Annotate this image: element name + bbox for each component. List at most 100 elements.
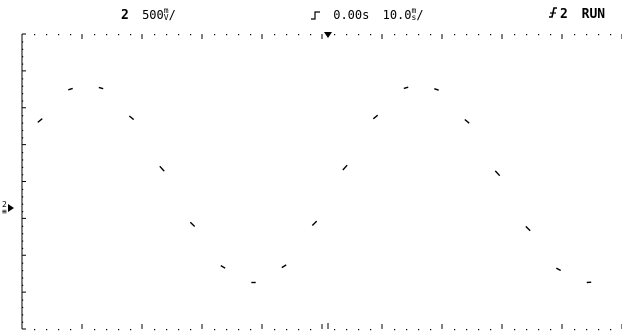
channel-number: 2 [121,8,129,23]
top-minor-tick [610,34,612,36]
left-minor-tick [22,41,24,43]
trace-sample [342,164,348,171]
left-minor-tick [22,203,24,205]
trace-sample [159,165,165,172]
top-minor-tick [334,34,336,36]
waveform-trace [37,86,592,284]
status-bar: 2 500 m V/ 0.00s 10.0 m s/ 2 RUN [0,0,622,28]
top-minor-tick [214,34,216,36]
left-minor-tick [22,299,24,301]
left-minor-tick [22,314,24,316]
bottom-minor-tick [586,329,588,331]
top-minor-tick [34,34,36,36]
trace-sample [37,118,43,123]
timebase-readout[interactable]: 0.00s 10.0 m s / [311,7,424,23]
left-minor-tick [22,93,24,95]
bottom-minor-tick [190,329,192,331]
bottom-minor-tick [286,329,288,331]
trigger-slope-icon [548,7,558,22]
bottom-minor-tick [346,329,348,331]
bottom-minor-tick [214,329,216,331]
top-minor-tick [490,34,492,36]
top-minor-tick [418,34,420,36]
left-minor-tick [22,240,24,242]
bottom-minor-tick [598,329,600,331]
left-minor-tick [22,306,24,309]
top-minor-tick [406,34,408,36]
bottom-minor-tick [58,329,60,331]
trigger-edge-rising-icon [311,10,320,24]
top-minor-tick [394,34,396,36]
waveform-display[interactable]: 2 ≡ [0,28,622,335]
bottom-minor-tick [106,329,108,331]
channel-scale-readout[interactable]: 2 500 m V / [121,7,176,23]
bottom-minor-tick [490,329,492,331]
bottom-minor-tick [226,329,228,331]
bottom-minor-tick [418,329,420,331]
trace-sample [555,267,562,272]
trigger-source: 2 [560,7,568,22]
acquisition-state: RUN [581,7,606,22]
channel-scale-value: 500 [142,8,164,22]
bottom-minor-tick [166,329,168,331]
trace-sample [434,88,439,91]
top-minor-tick [58,34,60,36]
top-minor-tick [118,34,120,36]
bottom-minor-tick [274,329,276,331]
bottom-minor-tick [310,329,312,331]
bottom-minor-tick [514,329,516,331]
top-minor-tick [550,34,552,36]
bottom-minor-tick [70,329,72,331]
trace-sample [311,220,318,226]
bottom-minor-tick [46,329,48,331]
trace-sample [525,225,531,232]
bottom-minor-tick [178,329,180,331]
top-minor-tick [370,34,372,36]
bottom-minor-tick [154,329,156,331]
left-minor-tick [22,100,24,102]
bottom-minor-tick [478,329,480,331]
left-minor-tick [22,159,24,161]
top-minor-tick [598,34,600,36]
top-minor-tick [286,34,288,36]
ground-symbol: ≡ [2,207,7,216]
bottom-minor-tick [34,329,36,331]
trace-sample [128,115,135,121]
top-minor-tick [238,34,240,36]
left-minor-tick [22,225,24,227]
bottom-minor-tick [538,329,540,331]
bottom-minor-tick [466,329,468,331]
top-minor-tick [310,34,312,36]
top-minor-tick [466,34,468,36]
bottom-minor-tick [406,329,408,331]
trace-sample [189,221,196,228]
left-minor-tick [22,262,24,264]
left-minor-tick [22,152,24,154]
run-status[interactable]: 2 RUN [548,7,605,22]
bottom-minor-tick [526,329,528,331]
bottom-minor-tick [454,329,456,331]
bottom-minor-tick [610,329,612,331]
bottom-minor-tick [574,329,576,331]
channel-ground-marker[interactable]: 2 ≡ [2,200,14,216]
top-minor-tick [178,34,180,36]
top-minor-tick [70,34,72,36]
top-minor-tick [586,34,588,36]
top-minor-tick [274,34,276,36]
top-minor-tick [94,34,96,36]
top-minor-tick [454,34,456,36]
left-minor-tick [22,48,24,50]
top-minor-tick [298,34,300,36]
trace-sample [372,114,379,120]
left-minor-tick [22,284,24,286]
bottom-minor-tick [130,329,132,331]
left-minor-tick [22,211,24,213]
left-minor-tick [22,174,24,176]
top-minor-tick [526,34,528,36]
top-minor-tick [478,34,480,36]
channel-marker-number: 2 [2,200,7,209]
bottom-minor-tick [370,329,372,331]
trace-sample [464,118,470,124]
